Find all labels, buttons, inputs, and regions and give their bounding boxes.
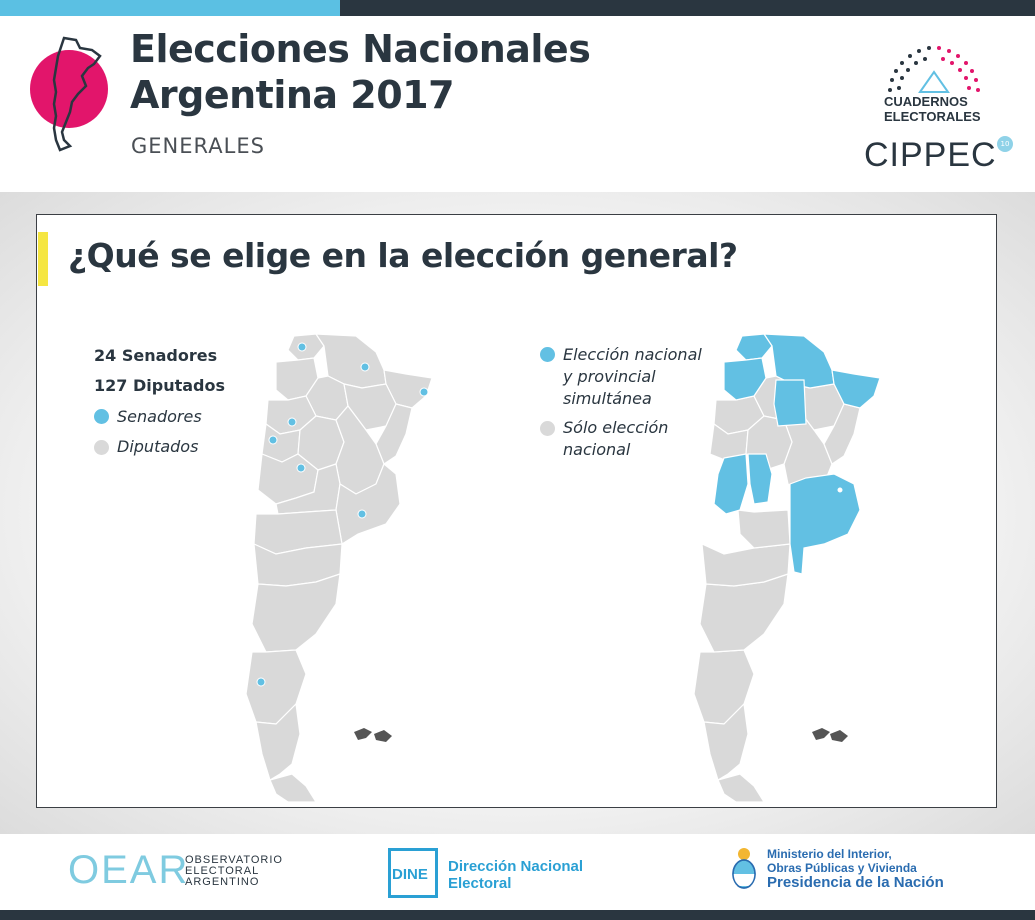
- page-title: Elecciones Nacionales Argentina 2017: [130, 26, 591, 118]
- dine-logo: DINE: [392, 866, 428, 883]
- title-accent-bar: [38, 232, 48, 286]
- dine-line-2: Electoral: [448, 875, 512, 892]
- bottom-bar: [0, 910, 1035, 920]
- legend-national-only-label: Sólo elección nacional: [563, 417, 668, 461]
- oear-logo: OEAR: [68, 848, 190, 892]
- dine-logo-box-icon: [388, 848, 438, 898]
- header: [0, 16, 1035, 192]
- legend-simultaneous-line-2: y provincial: [563, 367, 656, 386]
- legend-simultaneous-line-3: simultánea: [563, 389, 652, 408]
- legend-simultaneous-dot-icon: [540, 347, 555, 362]
- cuadernos-line-2: ELECTORALES: [884, 109, 981, 124]
- title-line-2: Argentina 2017: [130, 73, 455, 117]
- oear-name: OBSERVATORIO ELECTORAL ARGENTINO: [185, 855, 283, 888]
- coat-of-arms-icon: [732, 848, 756, 889]
- cippec-mark-icon: 10: [997, 136, 1013, 152]
- cuadernos-electorales-logo: CUADERNOS ELECTORALES: [884, 94, 981, 124]
- argentina-outline-icon: [52, 36, 102, 152]
- parliament-seats-icon: [888, 46, 980, 93]
- dine-name: Dirección Nacional Electoral: [448, 858, 583, 892]
- presidency-name: Presidencia de la Nación: [767, 874, 944, 891]
- deputies-count: 127 Diputados: [94, 376, 225, 395]
- dine-line-1: Dirección Nacional: [448, 858, 584, 875]
- legend-simultaneous-label: Elección nacional y provincial simultáne…: [563, 344, 702, 410]
- legend-deputies-dot-icon: [94, 440, 109, 455]
- oear-line-3: ARGENTINO: [185, 876, 260, 888]
- footer: [0, 834, 1035, 910]
- top-bar-accent: [0, 0, 340, 16]
- oear-line-1: OBSERVATORIO: [185, 854, 283, 866]
- ministry-name: Ministerio del Interior, Obras Públicas …: [767, 847, 917, 875]
- title-line-1: Elecciones Nacionales: [130, 27, 591, 71]
- legend-deputies-label: Diputados: [117, 437, 199, 456]
- legend-simultaneous-line-1: Elección nacional: [563, 345, 702, 364]
- senators-count: 24 Senadores: [94, 346, 218, 365]
- map-simultaneous-elections: [693, 334, 881, 803]
- cippec-logo: CIPPEC: [864, 136, 997, 174]
- legend-national-only-dot-icon: [540, 421, 555, 436]
- legend-senators-label: Senadores: [117, 407, 202, 426]
- legend-national-only-line-2: nacional: [563, 440, 631, 459]
- ministry-line-1: Ministerio del Interior,: [767, 847, 892, 861]
- oear-line-2: ELECTORAL: [185, 865, 260, 877]
- map-senators-deputies: [245, 334, 433, 803]
- page-subtitle: GENERALES: [131, 134, 265, 158]
- card-title: ¿Qué se elige en la elección general?: [68, 236, 738, 275]
- cuadernos-line-1: CUADERNOS: [884, 94, 968, 109]
- ministry-line-2: Obras Públicas y Vivienda: [767, 861, 917, 875]
- legend-national-only-line-1: Sólo elección: [563, 418, 669, 437]
- legend-senators-dot-icon: [94, 409, 109, 424]
